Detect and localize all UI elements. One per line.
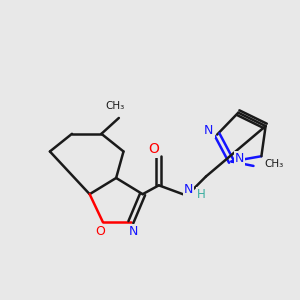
Text: N: N: [235, 152, 244, 165]
Text: H: H: [196, 188, 205, 201]
Text: N: N: [129, 225, 139, 238]
Text: O: O: [95, 225, 105, 238]
Text: O: O: [148, 142, 159, 156]
Text: CH₃: CH₃: [265, 160, 284, 170]
Text: CH₃: CH₃: [106, 100, 125, 111]
Text: N: N: [204, 124, 214, 137]
Text: N: N: [184, 183, 193, 196]
